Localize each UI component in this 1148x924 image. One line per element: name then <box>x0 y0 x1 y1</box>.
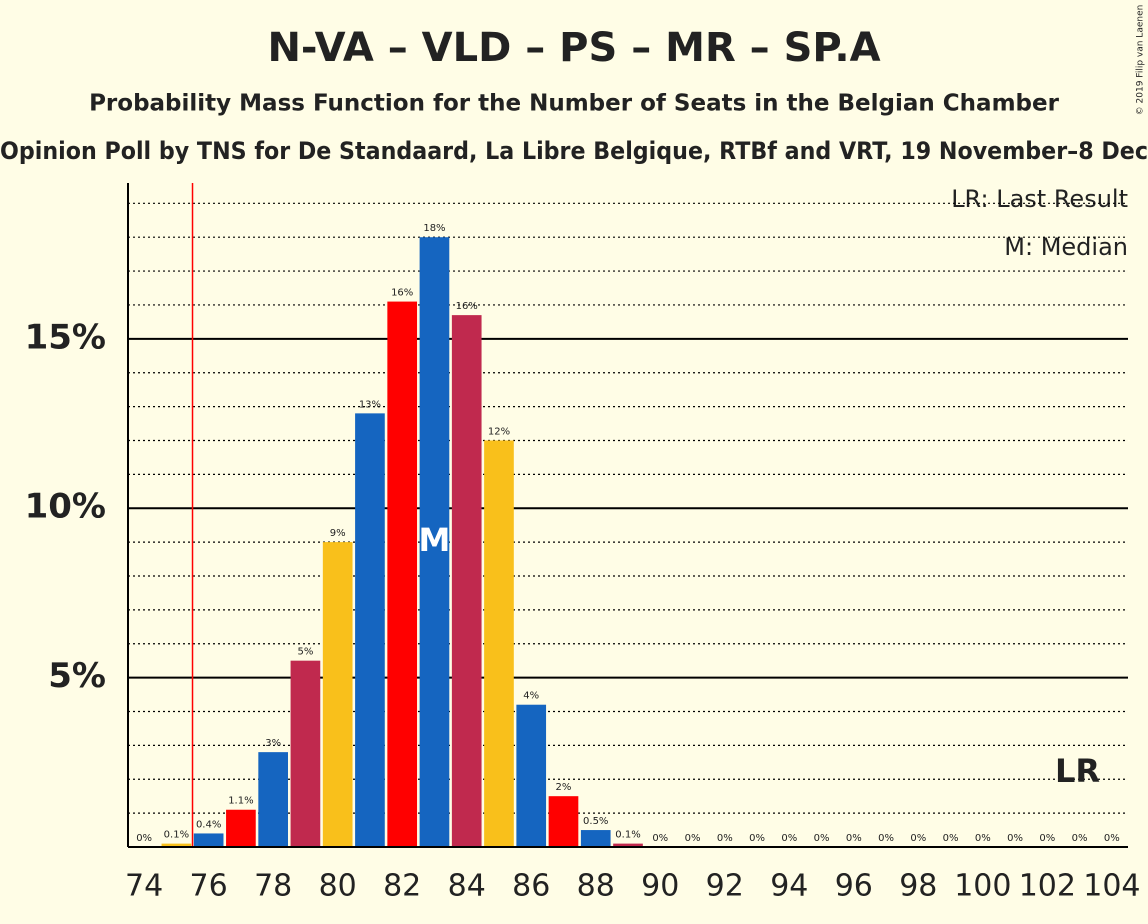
last-result-label: LR <box>1055 752 1100 790</box>
bar <box>580 830 611 847</box>
value-label: 16% <box>456 301 478 312</box>
x-tick-label: 98 <box>899 869 937 904</box>
value-label: 0% <box>685 833 701 844</box>
copyright: © 2019 Filip van Laenen <box>1136 5 1146 116</box>
x-tick-label: 82 <box>383 869 421 904</box>
chart-subtitle: Probability Mass Function for the Number… <box>89 91 1060 117</box>
bar <box>484 440 514 847</box>
value-label: 4% <box>523 691 539 702</box>
chart-title: N-VA – VLD – PS – MR – SP.A <box>267 25 880 71</box>
x-tick-label: 96 <box>835 869 873 904</box>
value-label: 0.4% <box>196 819 221 830</box>
value-label: 0% <box>814 833 830 844</box>
x-tick-label: 84 <box>448 869 486 904</box>
value-label: 0.1% <box>164 830 189 841</box>
value-label: 1.1% <box>228 796 253 807</box>
x-tick-label: 90 <box>641 869 679 904</box>
x-tick-label: 80 <box>319 869 357 904</box>
value-label: 18% <box>423 223 445 234</box>
value-label: 0% <box>910 833 926 844</box>
bar <box>322 542 353 847</box>
x-tick-label: 92 <box>706 869 744 904</box>
bar <box>355 413 385 847</box>
value-label: 0% <box>1007 833 1023 844</box>
value-label: 0% <box>749 833 765 844</box>
value-label: 0% <box>781 833 797 844</box>
value-label: 0% <box>652 833 668 844</box>
bar <box>226 809 256 847</box>
bar <box>290 660 321 847</box>
value-label: 0% <box>878 833 894 844</box>
value-label: 0% <box>975 833 991 844</box>
x-tick-label: 78 <box>254 869 292 904</box>
value-label: 0% <box>846 833 862 844</box>
value-label: 0% <box>717 833 733 844</box>
value-label: 5% <box>297 647 313 658</box>
value-label: 9% <box>330 528 346 539</box>
value-label: 0% <box>1039 833 1055 844</box>
median-marker: M <box>419 521 451 559</box>
x-tick-label: 94 <box>770 869 808 904</box>
value-label: 0.5% <box>583 816 608 827</box>
bar <box>613 843 643 847</box>
value-label: 0% <box>943 833 959 844</box>
value-label: 16% <box>391 288 413 299</box>
bar <box>193 833 224 847</box>
x-tick-label: 76 <box>190 869 228 904</box>
bar <box>387 301 418 848</box>
x-tick-label: 86 <box>512 869 550 904</box>
value-label: 2% <box>556 782 572 793</box>
value-label: 12% <box>488 426 510 437</box>
value-label: 0% <box>1072 833 1088 844</box>
bar <box>451 315 482 847</box>
bar <box>419 237 450 847</box>
y-tick-label: 15% <box>25 317 106 357</box>
x-tick-label: 100 <box>954 869 1011 904</box>
bar <box>548 796 579 847</box>
bar <box>516 704 547 847</box>
value-label: 13% <box>359 399 381 410</box>
legend-entry: LR: Last Result <box>951 185 1128 213</box>
value-label: 0.1% <box>615 830 640 841</box>
bar <box>161 843 192 847</box>
bar <box>258 752 288 847</box>
y-tick-label: 10% <box>25 487 106 527</box>
x-tick-label: 88 <box>577 869 615 904</box>
x-tick-label: 102 <box>1019 869 1076 904</box>
value-label: 0% <box>136 833 152 844</box>
chart-caption: Opinion Poll by TNS for De Standaard, La… <box>0 137 1148 165</box>
value-label: 0% <box>1104 833 1120 844</box>
y-tick-label: 5% <box>48 656 106 696</box>
value-label: 3% <box>265 738 281 749</box>
x-tick-label: 74 <box>125 869 163 904</box>
x-tick-label: 104 <box>1083 869 1140 904</box>
